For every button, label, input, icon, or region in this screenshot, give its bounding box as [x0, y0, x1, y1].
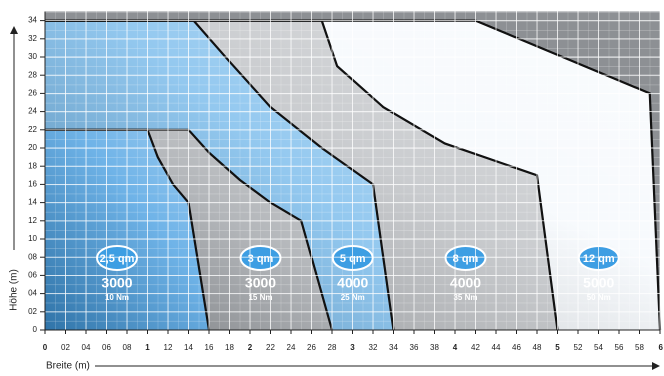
x-tick-label: 16 — [205, 343, 214, 352]
x-tick-label: 54 — [594, 343, 603, 352]
zone-torque: 35 Nm — [453, 293, 477, 302]
y-tick-label: 02 — [28, 307, 37, 316]
y-tick-label: 26 — [28, 89, 37, 98]
x-tick-label: 3 — [350, 343, 355, 352]
zone-torque: 10 Nm — [105, 293, 129, 302]
zone-capacity: 3000 — [101, 275, 132, 291]
y-tick-label: 10 — [28, 234, 37, 243]
x-tick-label: 24 — [287, 343, 296, 352]
zone-name: 2,5 qm — [100, 253, 135, 265]
y-tick-label: 22 — [28, 125, 37, 134]
zone-name: 3 qm — [248, 253, 274, 265]
zone-name: 8 qm — [453, 253, 479, 265]
y-tick-label: 06 — [28, 271, 37, 280]
x-arrow-head — [652, 362, 660, 370]
y-tick-label: 12 — [28, 216, 37, 225]
x-tick-label: 22 — [266, 343, 275, 352]
x-tick-label: 4 — [453, 343, 458, 352]
x-tick-label: 58 — [635, 343, 644, 352]
y-tick-label: 14 — [28, 198, 37, 207]
y-tick-label: 30 — [28, 52, 37, 61]
x-tick-label: 02 — [61, 343, 70, 352]
y-tick-label: 08 — [28, 252, 37, 261]
y-tick-label: 34 — [28, 16, 37, 25]
y-tick-label: 32 — [28, 34, 37, 43]
x-tick-label: 32 — [369, 343, 378, 352]
x-tick-label: 14 — [184, 343, 193, 352]
y-tick-label: 18 — [28, 161, 37, 170]
x-tick-label: 34 — [389, 343, 398, 352]
x-tick-label: 38 — [430, 343, 439, 352]
x-tick-label: 48 — [533, 343, 542, 352]
x-tick-label: 6 — [659, 343, 664, 352]
zone-capacity: 3000 — [245, 275, 276, 291]
x-tick-label: 12 — [164, 343, 173, 352]
x-tick-label: 0 — [43, 343, 48, 352]
y-tick-label: 0 — [33, 325, 38, 334]
x-tick-label: 5 — [555, 343, 560, 352]
x-tick-label: 56 — [615, 343, 624, 352]
y-arrow-head — [10, 26, 18, 34]
x-tick-label: 04 — [82, 343, 91, 352]
x-tick-label: 36 — [410, 343, 419, 352]
x-axis-label: Breite (m) — [46, 361, 90, 372]
zone-capacity: 4000 — [450, 275, 481, 291]
x-tick-label: 08 — [123, 343, 132, 352]
x-tick-label: 42 — [471, 343, 480, 352]
x-tick-label: 52 — [574, 343, 583, 352]
x-tick-label: 1 — [145, 343, 150, 352]
x-tick-label: 46 — [512, 343, 521, 352]
y-tick-label: 16 — [28, 180, 37, 189]
y-tick-label: 28 — [28, 70, 37, 79]
zone-torque: 15 Nm — [248, 293, 272, 302]
y-tick-label: 24 — [28, 107, 37, 116]
x-tick-label: 26 — [307, 343, 316, 352]
x-tick-label: 28 — [328, 343, 337, 352]
y-tick-label: 20 — [28, 143, 37, 152]
x-tick-label: 2 — [248, 343, 253, 352]
y-tick-label: 04 — [28, 289, 37, 298]
x-tick-label: 06 — [102, 343, 111, 352]
y-axis-label: Höhe (m) — [9, 269, 20, 311]
x-tick-label: 18 — [225, 343, 234, 352]
x-tick-label: 44 — [492, 343, 501, 352]
